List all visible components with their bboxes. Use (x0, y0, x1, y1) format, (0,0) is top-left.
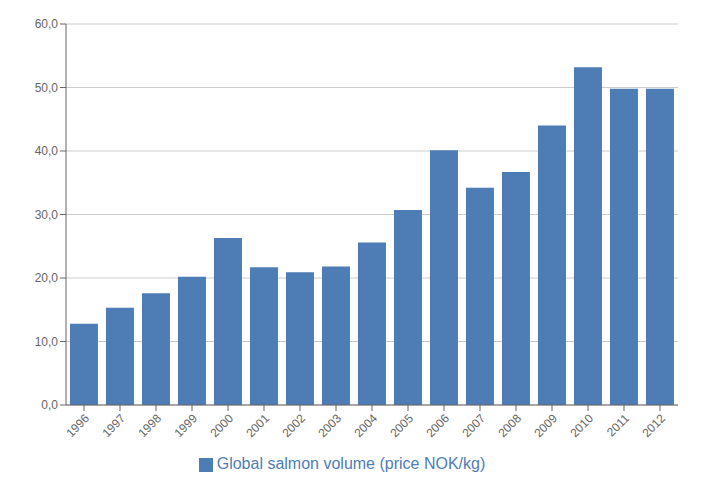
svg-text:2002: 2002 (279, 411, 308, 440)
svg-text:2007: 2007 (459, 411, 488, 440)
svg-text:2001: 2001 (243, 411, 272, 440)
svg-text:0,0: 0,0 (41, 398, 58, 412)
svg-text:40,0: 40,0 (35, 144, 59, 158)
svg-text:2008: 2008 (495, 411, 524, 440)
svg-text:60,0: 60,0 (35, 17, 59, 31)
svg-text:2011: 2011 (604, 411, 632, 439)
svg-text:2003: 2003 (315, 411, 344, 440)
html-text:Global salmon volume (price NO: Global salmon volume (price NOK/kg) (216, 455, 486, 472)
svg-text:50,0: 50,0 (35, 81, 59, 95)
svg-text:1996: 1996 (63, 411, 92, 440)
svg-text:2004: 2004 (351, 411, 380, 440)
svg-text:20,0: 20,0 (35, 271, 59, 285)
svg-text:1999: 1999 (171, 411, 200, 440)
svg-text:2006: 2006 (423, 411, 452, 440)
svg-text:2000: 2000 (207, 411, 236, 440)
svg-text:1998: 1998 (135, 411, 164, 440)
svg-text:2009: 2009 (531, 411, 560, 440)
svg-text:2012: 2012 (639, 411, 668, 440)
svg-text:1997: 1997 (99, 411, 128, 440)
svg-text:2010: 2010 (567, 411, 596, 440)
svg-text:10,0: 10,0 (35, 335, 59, 349)
svg-text:2005: 2005 (387, 411, 416, 440)
svg-text:30,0: 30,0 (35, 208, 59, 222)
